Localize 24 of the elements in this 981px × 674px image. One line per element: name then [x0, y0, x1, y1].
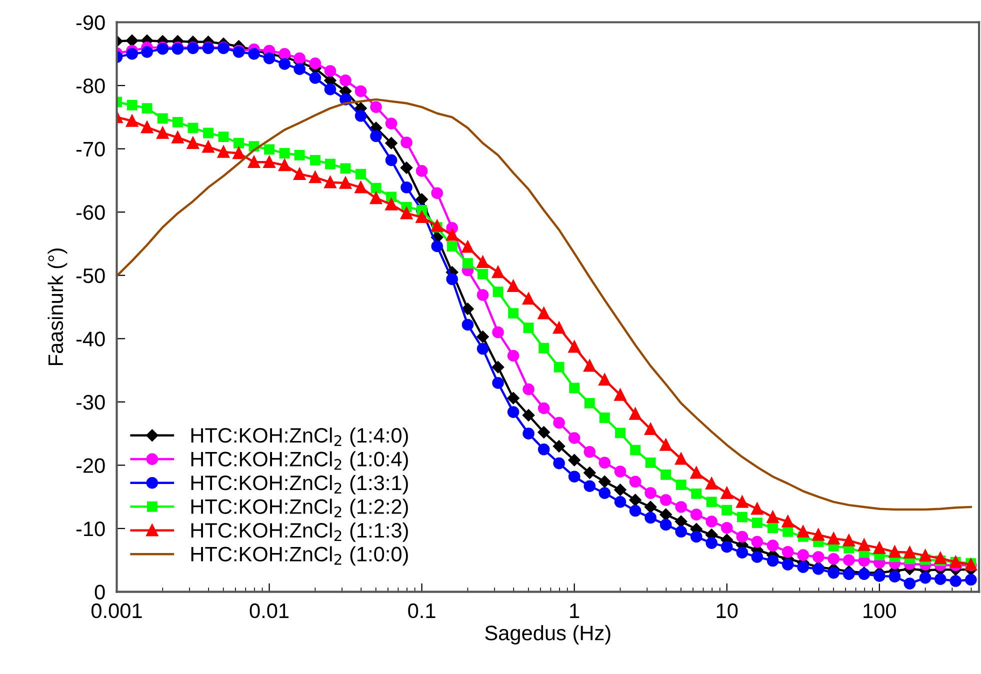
y-axis-title: Faasinurk (°) — [48, 248, 68, 366]
legend-label: HTC:KOH:ZnCl$_{2}$ (1:0:0) — [191, 546, 408, 566]
y-tick-label: -10 — [76, 521, 105, 536]
y-tick-label: -20 — [76, 458, 105, 473]
y-tick-label: 0 — [94, 584, 105, 600]
legend-label: HTC:KOH:ZnCl$_{2}$ (1:0:4) — [191, 451, 408, 471]
y-tick-label: -30 — [76, 394, 105, 410]
y-tick-label: -90 — [76, 15, 105, 30]
y-tick-label: -40 — [76, 332, 105, 346]
legend-label: HTC:KOH:ZnCl$_{2}$ (1:4:0) — [191, 427, 408, 447]
x-tick-label: 0.01 — [250, 603, 289, 618]
y-tick-label: -70 — [76, 142, 105, 157]
y-tick-label: -60 — [76, 205, 105, 220]
x-tick-label: 0.001 — [91, 603, 142, 618]
x-tick-label: 10 — [716, 603, 738, 618]
legend-label: HTC:KOH:ZnCl$_{2}$ (1:3:1) — [191, 474, 408, 494]
x-axis-title: Sagedus (Hz) — [485, 625, 610, 644]
legend-label: HTC:KOH:ZnCl$_{2}$ (1:1:3) — [191, 522, 408, 542]
x-tick-label: 100 — [864, 603, 896, 618]
y-tick-label: -50 — [76, 268, 105, 284]
legend-label: HTC:KOH:ZnCl$_{2}$ (1:2:2) — [191, 498, 408, 518]
x-tick-label: 0.1 — [408, 603, 436, 618]
y-tick-label: -80 — [76, 78, 105, 94]
x-tick-label: 1 — [570, 604, 580, 618]
